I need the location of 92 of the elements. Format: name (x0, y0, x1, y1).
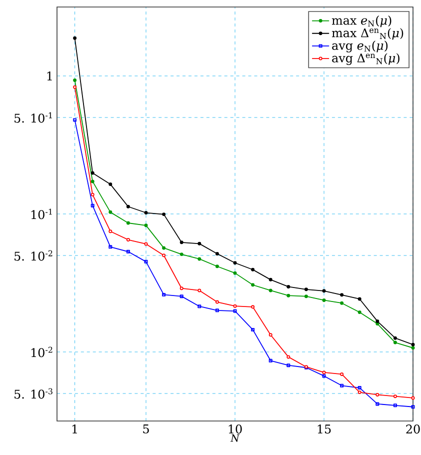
point (73, 78, 77, 82)
point (376, 402, 380, 406)
point (376, 322, 380, 326)
point (162, 212, 166, 216)
point (90, 204, 94, 208)
point (322, 289, 326, 293)
x-tick-label: 1 (72, 424, 77, 434)
point (411, 396, 415, 400)
point (358, 386, 362, 390)
point (376, 319, 380, 323)
point (322, 298, 326, 302)
legend-label: max e$_{N}$(μ) (332, 16, 392, 28)
point (411, 342, 415, 346)
point (108, 182, 112, 186)
point (393, 336, 397, 340)
point (108, 245, 112, 249)
point (393, 340, 397, 344)
point (340, 293, 344, 297)
point (393, 394, 397, 398)
point (322, 374, 326, 378)
x-tick-label: 15 (318, 424, 331, 434)
point (108, 210, 112, 214)
legend-label: avg Δ$^{en}$$_{N}$(μ) (332, 53, 400, 65)
y-tick-label: 5. 10$^{-3}$ (14, 388, 52, 399)
legend-label: avg e$_{N}$(μ) (332, 40, 388, 52)
point (286, 284, 290, 288)
point (198, 288, 202, 292)
point (180, 252, 184, 256)
point (268, 278, 272, 282)
point (90, 171, 94, 175)
point (411, 346, 415, 350)
point (144, 224, 148, 228)
point (393, 404, 397, 408)
point (108, 230, 112, 234)
point (286, 294, 290, 298)
point (233, 261, 237, 265)
point (340, 384, 344, 388)
point (268, 288, 272, 292)
point (144, 242, 148, 246)
point (251, 283, 255, 287)
point (251, 305, 255, 309)
point (358, 390, 362, 394)
y-tick-label: 5. 10$^{-1}$ (14, 112, 52, 123)
point (90, 192, 94, 196)
point (215, 252, 219, 256)
point (73, 36, 77, 40)
point (144, 260, 148, 264)
point (376, 392, 380, 396)
point (304, 288, 308, 292)
point (233, 271, 237, 275)
point (180, 294, 184, 298)
point (198, 257, 202, 261)
point (251, 328, 255, 332)
point (180, 286, 184, 290)
point (126, 238, 130, 242)
y-tick-label: 1 (47, 72, 52, 80)
point (90, 180, 94, 184)
point (215, 264, 219, 268)
x-tick-label: 20 (406, 424, 420, 434)
y-tick-label: 10$^{-1}$ (31, 208, 52, 220)
point (268, 358, 272, 362)
point (340, 372, 344, 376)
y-tick-label: 10$^{-2}$ (31, 346, 52, 358)
x-tick-label: 10 (228, 424, 242, 434)
point (322, 370, 326, 374)
legend-label: max Δ$^{en}$$_{N}$(μ) (332, 28, 404, 40)
point (180, 240, 184, 244)
point (304, 294, 308, 298)
point (162, 246, 166, 250)
y-tick-label: 5. 10$^{-2}$ (14, 250, 52, 261)
x-tick-label: 5 (143, 424, 149, 434)
point (215, 308, 219, 312)
point (233, 309, 237, 313)
point (358, 297, 362, 301)
point (162, 254, 166, 258)
point (268, 333, 272, 337)
point (73, 85, 77, 89)
point (251, 268, 255, 272)
point (358, 310, 362, 314)
point (144, 211, 148, 215)
point (198, 304, 202, 308)
point (162, 292, 166, 296)
point (286, 355, 290, 359)
point (215, 300, 219, 304)
x-axis-title: N (230, 434, 240, 442)
point (126, 204, 130, 208)
point (233, 304, 237, 308)
point (198, 242, 202, 246)
point (286, 364, 290, 368)
point (340, 301, 344, 305)
point (126, 250, 130, 254)
point (126, 221, 130, 225)
